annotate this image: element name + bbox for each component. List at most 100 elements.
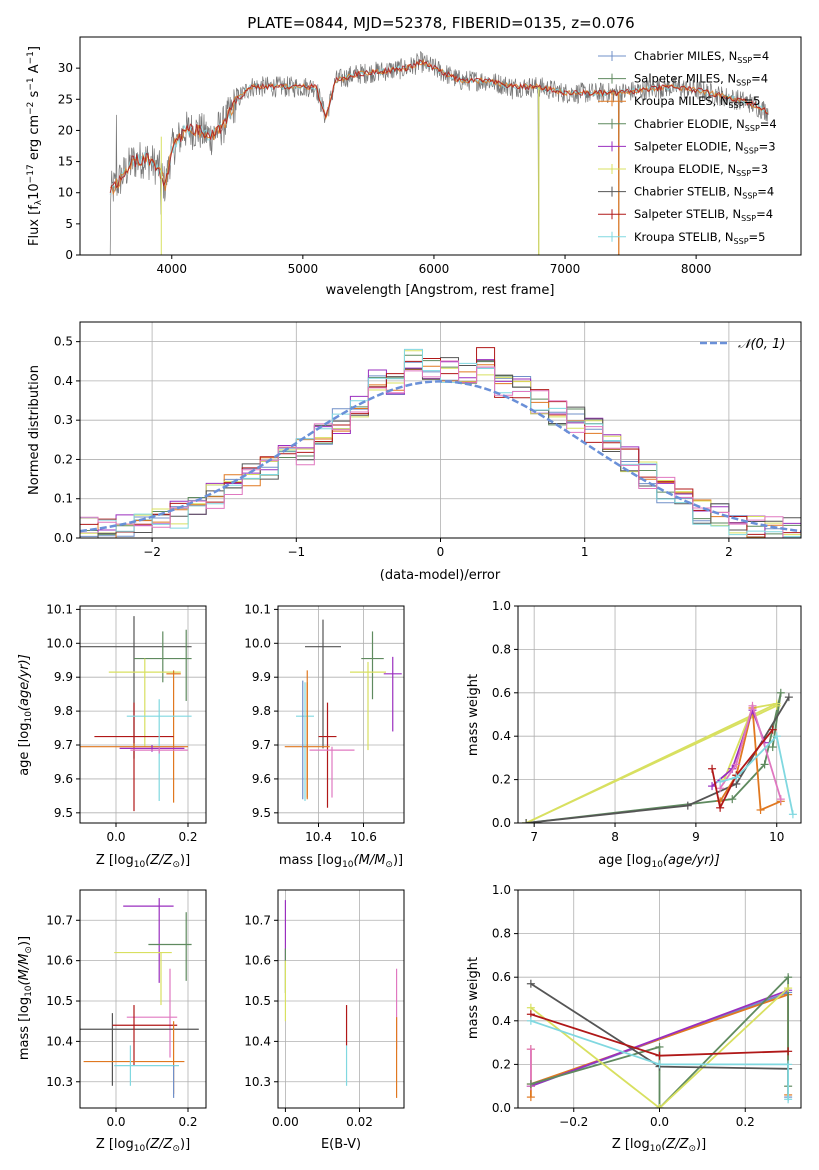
legend-sub: SSP: [745, 124, 760, 133]
p5-ytick-label: 1.0: [492, 599, 511, 613]
legend-text: Kroupa STELIB, N: [634, 230, 734, 244]
p8-xtick-label: 0.0: [650, 1115, 669, 1129]
spectrum-xtick-label: 8000: [681, 262, 712, 276]
p4-xtick-label: 10.4: [305, 830, 332, 844]
p5-series-2: [525, 704, 778, 823]
p7-frame: [277, 889, 405, 1109]
p7-ytick-label: 10.7: [244, 913, 271, 927]
p4-frame: [277, 605, 405, 824]
legend-label-2: Kroupa MILES, NSSP=5: [634, 94, 760, 110]
gaussian-curve: [79, 380, 802, 533]
p8-series-9: [530, 1019, 789, 1100]
p5-series-7: [711, 729, 774, 811]
p3-xtick-label: 0.2: [178, 830, 197, 844]
p7-ytick-label: 10.3: [244, 1075, 271, 1089]
histogram-step-8: [79, 360, 801, 539]
p6-ytick-label: 10.6: [46, 954, 73, 968]
histogram-steps: [79, 347, 802, 539]
p5-xtick-label: 8: [611, 830, 619, 844]
p5-ytick-label: 0.4: [492, 729, 511, 743]
p6-xtick-label: 0.0: [106, 1115, 125, 1129]
spectrum-ylabel: Flux [fλ10−17 erg cm−2 s−1 A−1]: [26, 46, 44, 246]
p5-ytick-label: 0.2: [492, 773, 511, 787]
p6-xtick-label: 0.2: [178, 1115, 197, 1129]
p8-marks: [526, 973, 793, 1108]
legend-tail: =4: [760, 117, 777, 131]
spectrum-ytick-label: 5: [65, 217, 73, 231]
spectrum-model-line-2: [109, 59, 768, 194]
legend-label-0: Chabrier MILES, NSSP=4: [634, 49, 769, 65]
histogram-ylabel: Normed distribution: [27, 365, 42, 495]
legend-text: Kroupa MILES, N: [634, 94, 729, 108]
p5-ytick-label: 0.0: [492, 816, 511, 830]
weight-age-ylabel: mass weight: [466, 674, 481, 756]
p6-ytick-label: 10.7: [46, 913, 73, 927]
legend-label-8: Kroupa STELIB, NSSP=5: [634, 230, 765, 246]
histogram-panel: −2 −1 0 1 2 0.0 0.1 0.2 0.3 0.4 0.5 𝒩(0, 1) (data-…: [27, 321, 802, 583]
p4-ytick-label: 9.7: [252, 738, 271, 752]
weight-vs-z-panel: −0.2 0.0 0.2 0.0 0.2 0.4 0.6 0.8 1.0: [492, 883, 802, 1129]
p7-xtick-label: 0.02: [346, 1115, 373, 1129]
legend-tail: =4: [757, 185, 774, 199]
spectrum-ytick-label: 20: [58, 123, 73, 137]
legend-sub: SSP: [742, 192, 757, 201]
spectrum-lines: [109, 50, 769, 255]
spectrum-model-line-0: [109, 61, 769, 195]
p8-ytick-label: 1.0: [492, 883, 511, 897]
p3-ytick-label: 9.9: [54, 670, 73, 684]
mass-vs-ebv-panel: 0.00 0.02 10.3 10.4 10.5 10.6 10.7: [244, 889, 405, 1129]
p5-xtick-label: 10: [769, 830, 784, 844]
legend-text: Salpeter STELIB, N: [634, 207, 741, 221]
legend-sub: SSP: [737, 56, 752, 65]
p8-series-5: [530, 975, 789, 1108]
p8-series-3: [530, 989, 789, 1088]
legend-sub: SSP: [744, 146, 759, 155]
p4-xtick-label: 10.6: [350, 830, 377, 844]
histogram-xtick-label: −2: [143, 545, 161, 559]
p3-ytick-label: 9.8: [54, 704, 73, 718]
p7-ytick-label: 10.4: [244, 1034, 271, 1048]
legend-label-4: Salpeter ELODIE, NSSP=3: [634, 139, 776, 155]
mass-ebv-xlabel: E(B-V): [321, 1137, 361, 1152]
legend-sub: SSP: [729, 101, 744, 110]
mass-z-xlabel: Z [log10(Z/Z⊙)]: [96, 1137, 190, 1154]
weight-z-xlabel: Z [log10(Z/Z⊙)]: [612, 1137, 706, 1154]
p5-series-1: [525, 702, 778, 823]
p8-ytick-label: 0.6: [492, 970, 511, 984]
p5-marks: [522, 688, 797, 823]
figure-title: PLATE=0844, MJD=52378, FIBERID=0135, z=0…: [247, 14, 634, 32]
spectrum-ticks: 4000 5000 6000 7000 8000 0 5 10 15 20 25 30: [58, 61, 712, 276]
legend-label-7: Salpeter STELIB, NSSP=4: [634, 207, 773, 223]
p8-series-6: [530, 987, 789, 1108]
age-z-xlabel: Z [log10(Z/Z⊙)]: [96, 853, 190, 870]
p7-xtick-label: 0.00: [272, 1115, 299, 1129]
p5-xtick-label: 7: [530, 830, 538, 844]
p5-series-8: [719, 734, 794, 815]
p4-ytick-label: 10.1: [244, 602, 271, 616]
p6-marks: [80, 898, 199, 1098]
spectrum-xtick-label: 6000: [419, 262, 450, 276]
legend-text: Chabrier ELODIE, N: [634, 117, 745, 131]
p5-xtick-label: 9: [692, 830, 700, 844]
legend-text: Kroupa ELODIE, N: [634, 162, 736, 176]
legend-tail: =4: [751, 72, 768, 86]
p3-frame: [79, 605, 207, 824]
spectrum-panel: 4000 5000 6000 7000 8000 0 5 10 15 20 25 30 Chabrie…: [26, 36, 802, 298]
p8-ytick-label: 0.4: [492, 1014, 511, 1028]
p3-xtick-label: 0.0: [106, 830, 125, 844]
spectrum-ytick-label: 30: [58, 61, 73, 75]
p4-ytick-label: 9.6: [252, 772, 271, 786]
legend-text: Salpeter MILES, N: [634, 72, 736, 86]
p6-ytick-label: 10.5: [46, 994, 73, 1008]
spectrum-ytick-label: 15: [58, 155, 73, 169]
p8-ytick-label: 0.8: [492, 927, 511, 941]
histogram-ytick-label: 0.1: [54, 492, 73, 506]
p5-ytick-label: 0.8: [492, 642, 511, 656]
histogram-ytick-label: 0.2: [54, 452, 73, 466]
p5-series-0: [525, 692, 782, 823]
histogram-xtick-label: −1: [287, 545, 305, 559]
spectrum-ytick-label: 10: [58, 186, 73, 200]
age-z-ylabel: age [log10(age/yr)]: [17, 654, 34, 776]
